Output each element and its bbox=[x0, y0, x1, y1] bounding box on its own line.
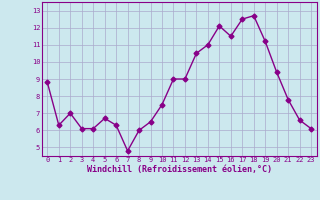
X-axis label: Windchill (Refroidissement éolien,°C): Windchill (Refroidissement éolien,°C) bbox=[87, 165, 272, 174]
